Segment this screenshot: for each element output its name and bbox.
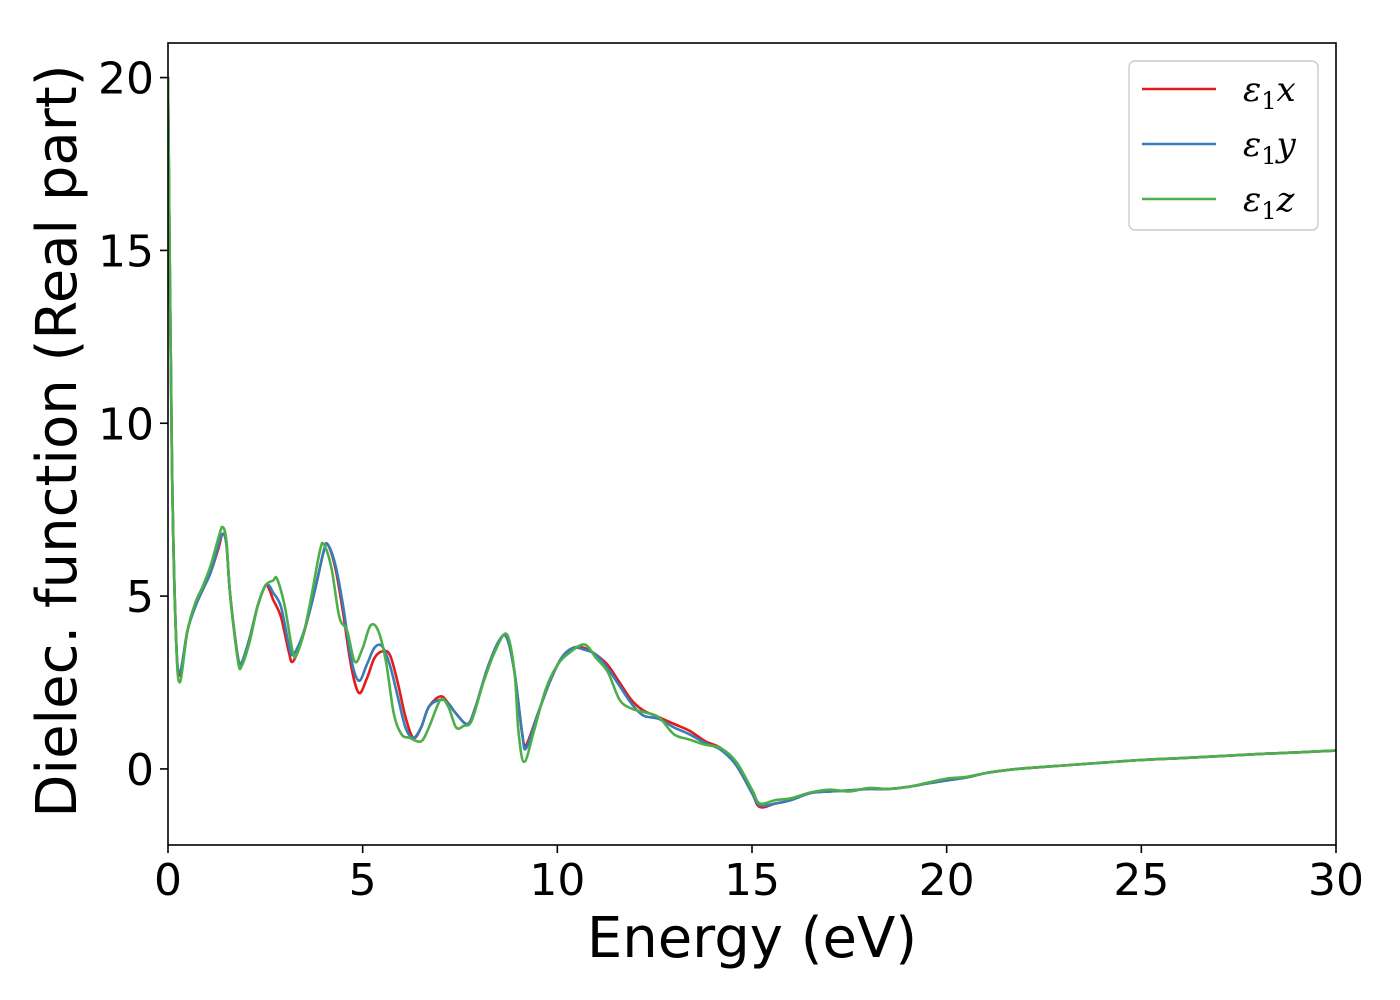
y-axis-label: Dielec. function (Real part) bbox=[25, 64, 90, 817]
x-tick-label: 25 bbox=[1113, 855, 1169, 906]
x-tick-label: 20 bbox=[919, 855, 975, 906]
y-tick-label: 20 bbox=[98, 54, 154, 105]
y-axis-ticks: 0 5 10 15 20 bbox=[98, 54, 168, 796]
y-tick-label: 15 bbox=[98, 226, 154, 277]
series-line-z bbox=[168, 76, 1336, 806]
legend-box bbox=[1128, 60, 1319, 231]
legend-label-z: ε1z bbox=[1243, 180, 1296, 225]
x-tick-label: 10 bbox=[529, 855, 585, 906]
x-tick-label: 0 bbox=[154, 855, 182, 906]
x-axis-ticks: 0 5 10 15 20 25 30 bbox=[154, 845, 1364, 906]
legend-label-y: ε1y bbox=[1243, 125, 1297, 170]
legend: ε1x ε1y ε1z bbox=[1128, 60, 1319, 231]
y-tick-label: 10 bbox=[98, 399, 154, 450]
series-layer bbox=[168, 76, 1336, 809]
y-tick-label: 0 bbox=[126, 745, 154, 796]
y-tick-label: 5 bbox=[126, 572, 154, 623]
x-tick-label: 5 bbox=[349, 855, 377, 906]
x-tick-label: 30 bbox=[1308, 855, 1364, 906]
x-axis-label: Energy (eV) bbox=[587, 906, 917, 971]
legend-label-x: ε1x bbox=[1243, 70, 1296, 115]
x-tick-label: 15 bbox=[724, 855, 780, 906]
